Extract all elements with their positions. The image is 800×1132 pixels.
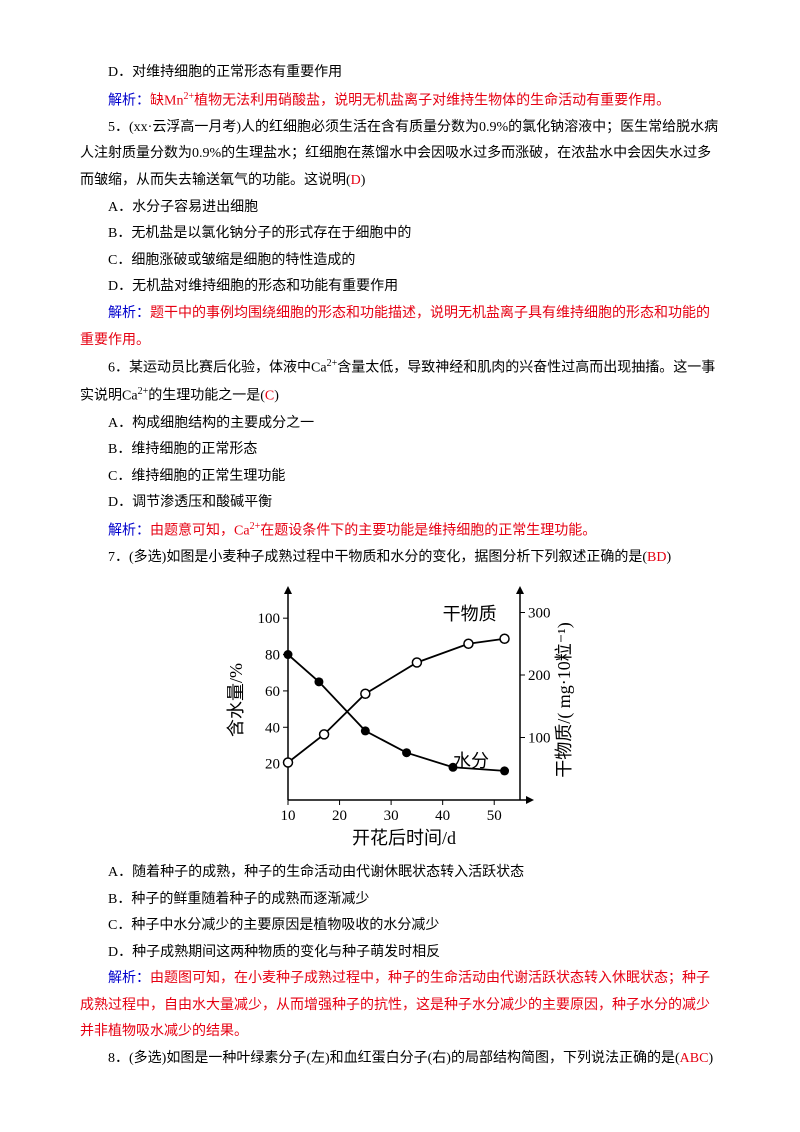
svg-text:40: 40 bbox=[265, 720, 280, 736]
q6-analysis-t1: 由题意可知，Ca bbox=[150, 524, 250, 539]
q6-sup2: 2+ bbox=[138, 386, 149, 397]
q7-analysis-text: 由题图可知，在小麦种子成熟过程中，种子的生命活动由代谢活跃状态转入休眠状态；种子… bbox=[80, 971, 710, 1039]
q5-analysis-text: 题干中的事例均围绕细胞的形态和功能描述，说明无机盐离子具有维持细胞的形态和功能的… bbox=[80, 306, 710, 348]
svg-text:20: 20 bbox=[332, 808, 347, 824]
q8-stem: 8．(多选)如图是一种叶绿素分子(左)和血红蛋白分子(右)的局部结构简图，下列说… bbox=[80, 1046, 720, 1073]
q4-analysis-t2: 植物无法利用硝酸盐，说明无机盐离子对维持生物体的生命活动有重要作用。 bbox=[194, 93, 670, 108]
svg-text:10: 10 bbox=[281, 808, 296, 824]
svg-text:含水量/%: 含水量/% bbox=[226, 663, 246, 737]
q5-stem-end: ) bbox=[361, 173, 366, 188]
q6-analysis: 解析：由题意可知，Ca2+在题设条件下的主要功能是维持细胞的正常生理功能。 bbox=[80, 517, 720, 545]
q6-stem: 6．某运动员比赛后化验，体液中Ca2+含量太低，导致神经和肌肉的兴奋性过高而出现… bbox=[80, 354, 720, 411]
q7-analysis: 解析：由题图可知，在小麦种子成熟过程中，种子的生命活动由代谢活跃状态转入休眠状态… bbox=[80, 966, 720, 1046]
svg-text:100: 100 bbox=[258, 611, 281, 627]
svg-text:20: 20 bbox=[265, 757, 280, 773]
q7-opt-a: A．随着种子的成熟，种子的生命活动由代谢休眠状态转入活跃状态 bbox=[80, 860, 720, 887]
q5-opt-b: B．无机盐是以氯化钠分子的形式存在于细胞中的 bbox=[80, 221, 720, 248]
q6-answer: C bbox=[265, 389, 274, 404]
svg-text:40: 40 bbox=[435, 808, 450, 824]
svg-text:开花后时间/d: 开花后时间/d bbox=[352, 828, 456, 848]
svg-text:水分: 水分 bbox=[453, 751, 489, 771]
q5-opt-d: D．无机盐对维持细胞的形态和功能有重要作用 bbox=[80, 274, 720, 301]
svg-text:干物质/( mg·10粒⁻¹): 干物质/( mg·10粒⁻¹) bbox=[554, 622, 575, 777]
q4-analysis-t1: 缺Mn bbox=[150, 93, 183, 108]
q7-answer: BD bbox=[647, 550, 666, 565]
q5-opt-c: C．细胞涨破或皱缩是细胞的特性造成的 bbox=[80, 248, 720, 275]
q6-sup1: 2+ bbox=[327, 358, 338, 369]
q4-opt-d: D．对维持细胞的正常形态有重要作用 bbox=[80, 60, 720, 87]
analysis-label: 解析： bbox=[108, 93, 150, 108]
q5-stem-text: 5．(xx·云浮高一月考)人的红细胞必须生活在含有质量分数为0.9%的氯化钠溶液… bbox=[80, 120, 718, 188]
q7-chart: 10 20 30 40 50 20 40 60 80 100 100 200 300 干物质水分 含水量/%… bbox=[80, 580, 720, 850]
q7-stem-text: 7．(多选)如图是小麦种子成熟过程中干物质和水分的变化，据图分析下列叙述正确的是… bbox=[108, 550, 647, 565]
q8-stem-text: 8．(多选)如图是一种叶绿素分子(左)和血红蛋白分子(右)的局部结构简图，下列说… bbox=[108, 1051, 680, 1066]
q7-stem: 7．(多选)如图是小麦种子成熟过程中干物质和水分的变化，据图分析下列叙述正确的是… bbox=[80, 545, 720, 572]
q7-opt-d: D．种子成熟期间这两种物质的变化与种子萌发时相反 bbox=[80, 940, 720, 967]
q6-analysis-sup: 2+ bbox=[250, 521, 261, 532]
q6-opt-a: A．构成细胞结构的主要成分之一 bbox=[80, 411, 720, 438]
analysis-label: 解析： bbox=[108, 971, 150, 986]
q6-opt-c: C．维持细胞的正常生理功能 bbox=[80, 464, 720, 491]
q6-stem-end: ) bbox=[274, 389, 279, 404]
svg-text:200: 200 bbox=[528, 668, 551, 684]
analysis-label: 解析： bbox=[108, 524, 150, 539]
q6-stem-1: 6．某运动员比赛后化验，体液中Ca bbox=[108, 361, 327, 376]
svg-text:30: 30 bbox=[384, 808, 399, 824]
chart-svg: 10 20 30 40 50 20 40 60 80 100 100 200 300 干物质水分 含水量/%… bbox=[220, 580, 580, 850]
q6-opt-b: B．维持细胞的正常形态 bbox=[80, 437, 720, 464]
q8-stem-end: ) bbox=[708, 1051, 713, 1066]
q5-stem: 5．(xx·云浮高一月考)人的红细胞必须生活在含有质量分数为0.9%的氯化钠溶液… bbox=[80, 115, 720, 195]
svg-text:60: 60 bbox=[265, 684, 280, 700]
q8-answer: ABC bbox=[680, 1051, 709, 1066]
q7-opt-c: C．种子中水分减少的主要原因是植物吸收的水分减少 bbox=[80, 913, 720, 940]
q6-stem-3: 的生理功能之一是( bbox=[148, 389, 265, 404]
q5-analysis: 解析：题干中的事例均围绕细胞的形态和功能描述，说明无机盐离子具有维持细胞的形态和… bbox=[80, 301, 720, 354]
svg-text:80: 80 bbox=[265, 647, 280, 663]
q6-analysis-t2: 在题设条件下的主要功能是维持细胞的正常生理功能。 bbox=[260, 524, 596, 539]
q4-analysis: 解析：缺Mn2+植物无法利用硝酸盐，说明无机盐离子对维持生物体的生命活动有重要作… bbox=[80, 87, 720, 115]
svg-text:100: 100 bbox=[528, 730, 551, 746]
svg-text:干物质: 干物质 bbox=[443, 604, 497, 624]
analysis-label: 解析： bbox=[108, 306, 150, 321]
svg-text:50: 50 bbox=[487, 808, 502, 824]
q6-opt-d: D．调节渗透压和酸碱平衡 bbox=[80, 490, 720, 517]
q5-answer: D bbox=[351, 173, 361, 188]
svg-text:300: 300 bbox=[528, 605, 551, 621]
q4-sup: 2+ bbox=[183, 91, 194, 102]
q7-stem-end: ) bbox=[666, 550, 671, 565]
q5-opt-a: A．水分子容易进出细胞 bbox=[80, 195, 720, 222]
q7-opt-b: B．种子的鲜重随着种子的成熟而逐渐减少 bbox=[80, 887, 720, 914]
